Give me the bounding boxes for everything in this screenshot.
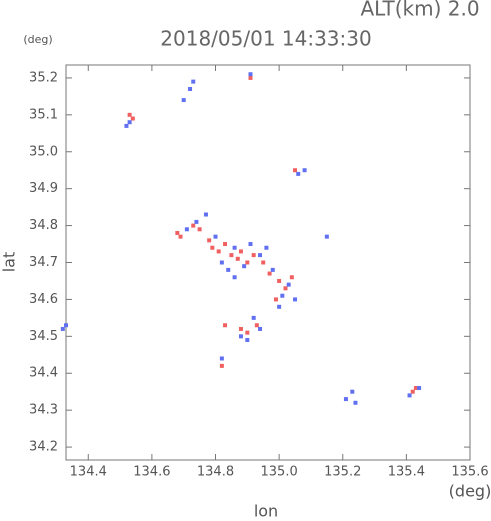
chart-title: 2018/05/01 14:33:30 <box>160 27 371 51</box>
x-unit: (deg) <box>449 482 491 501</box>
point <box>127 112 132 117</box>
point <box>248 72 253 77</box>
point <box>181 98 186 103</box>
point <box>251 253 256 258</box>
point <box>219 356 224 361</box>
point <box>235 256 240 261</box>
point <box>178 234 183 239</box>
point <box>280 293 285 298</box>
point <box>293 168 298 173</box>
y-tick-label: 35.1 <box>29 107 58 122</box>
point <box>188 86 193 91</box>
point <box>261 260 266 265</box>
point <box>216 249 221 254</box>
point <box>232 275 237 280</box>
point <box>64 323 68 328</box>
point <box>194 219 199 224</box>
x-tick-label: 135.4 <box>388 465 425 480</box>
x-tick-label: 134.4 <box>70 465 107 480</box>
y-label: lat <box>0 252 19 273</box>
point <box>283 286 288 291</box>
point <box>353 400 358 405</box>
point <box>203 212 208 217</box>
point <box>417 386 422 391</box>
y-tick-label: 35.2 <box>29 70 58 85</box>
point <box>264 245 269 250</box>
point <box>245 338 250 343</box>
point <box>191 223 196 228</box>
point <box>410 389 415 394</box>
point <box>219 260 224 265</box>
point <box>238 334 243 339</box>
point <box>407 393 412 398</box>
y-tick-label: 35.0 <box>29 144 58 159</box>
x-tick-label: 134.8 <box>197 465 234 480</box>
point <box>343 397 348 402</box>
point <box>210 245 215 250</box>
point <box>245 260 250 265</box>
point <box>245 330 250 335</box>
y-tick-label: 34.3 <box>29 403 58 418</box>
point <box>293 297 298 302</box>
y-tick-label: 34.9 <box>29 181 58 196</box>
point <box>242 264 247 269</box>
point <box>258 326 263 331</box>
point <box>219 363 224 368</box>
x-tick-label: 134.6 <box>133 465 170 480</box>
point <box>248 242 253 247</box>
point <box>277 278 282 283</box>
point <box>254 323 259 328</box>
point <box>251 315 256 320</box>
point <box>223 323 228 328</box>
y-tick-label: 34.2 <box>29 440 58 455</box>
y-tick-label: 34.4 <box>29 366 58 381</box>
x-tick-label: 135.6 <box>451 465 488 480</box>
point <box>232 245 237 250</box>
point <box>296 171 301 176</box>
point <box>127 120 132 125</box>
subtitle: ALT(km) 2.0 <box>360 0 479 21</box>
y-unit: (deg) <box>23 33 52 46</box>
point <box>130 116 135 121</box>
point <box>191 79 196 84</box>
point <box>213 234 218 239</box>
point <box>124 123 129 128</box>
point <box>324 234 329 239</box>
point <box>286 282 291 287</box>
x-label: lon <box>254 502 278 521</box>
point <box>184 227 189 232</box>
y-tick-label: 34.8 <box>29 218 58 233</box>
x-tick-label: 135.2 <box>324 465 361 480</box>
point <box>223 242 228 247</box>
point <box>197 227 202 232</box>
point <box>277 304 282 309</box>
point <box>229 253 234 258</box>
y-tick-label: 34.6 <box>29 292 58 307</box>
point <box>60 326 65 331</box>
point <box>413 386 418 391</box>
point <box>238 326 243 331</box>
x-tick-label: 135.0 <box>261 465 298 480</box>
y-tick-label: 34.7 <box>29 255 58 270</box>
point <box>270 267 275 272</box>
point <box>238 249 243 254</box>
point <box>248 75 253 80</box>
point <box>350 389 355 394</box>
point <box>267 271 272 276</box>
y-tick-label: 34.5 <box>29 329 58 344</box>
point <box>207 238 212 243</box>
point <box>226 267 231 272</box>
point <box>302 168 307 173</box>
point <box>273 297 278 302</box>
point <box>258 253 263 258</box>
point <box>175 230 180 235</box>
point <box>289 275 294 280</box>
